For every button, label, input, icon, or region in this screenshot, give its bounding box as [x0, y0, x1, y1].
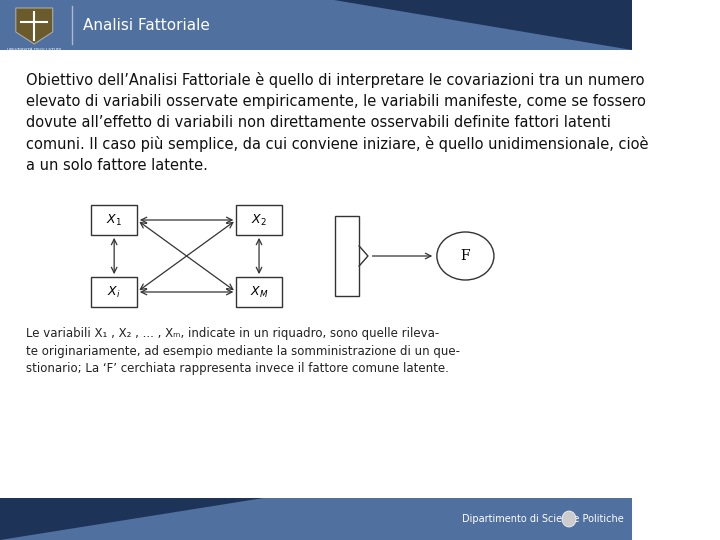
Bar — [335, 216, 359, 296]
Text: $X_M$: $X_M$ — [250, 285, 269, 300]
Bar — [91, 277, 137, 307]
Text: Le variabili X₁ , X₂ , ... , Xₘ, indicate in un riquadro, sono quelle rileva-
te: Le variabili X₁ , X₂ , ... , Xₘ, indicat… — [27, 327, 460, 375]
Bar — [236, 205, 282, 235]
Bar — [91, 205, 137, 235]
Polygon shape — [0, 0, 632, 50]
Text: Dipartimento di Scienze Politiche: Dipartimento di Scienze Politiche — [462, 514, 624, 524]
Polygon shape — [0, 498, 264, 540]
Ellipse shape — [437, 232, 494, 280]
Text: Obiettivo dell’Analisi Fattoriale è quello di interpretare le covariazioni tra u: Obiettivo dell’Analisi Fattoriale è quel… — [27, 72, 649, 173]
Text: F: F — [461, 249, 470, 263]
Polygon shape — [16, 8, 53, 44]
Text: Analisi Fattoriale: Analisi Fattoriale — [84, 17, 210, 32]
Text: $X_1$: $X_1$ — [107, 212, 122, 227]
Ellipse shape — [562, 511, 576, 527]
Polygon shape — [0, 498, 632, 540]
Text: $X_2$: $X_2$ — [251, 212, 267, 227]
Polygon shape — [333, 0, 632, 50]
Bar — [236, 277, 282, 307]
Text: $X_i$: $X_i$ — [107, 285, 121, 300]
Text: UNIVERSITÀ DEGLI STUDI
DI GENOVA: UNIVERSITÀ DEGLI STUDI DI GENOVA — [7, 48, 61, 57]
